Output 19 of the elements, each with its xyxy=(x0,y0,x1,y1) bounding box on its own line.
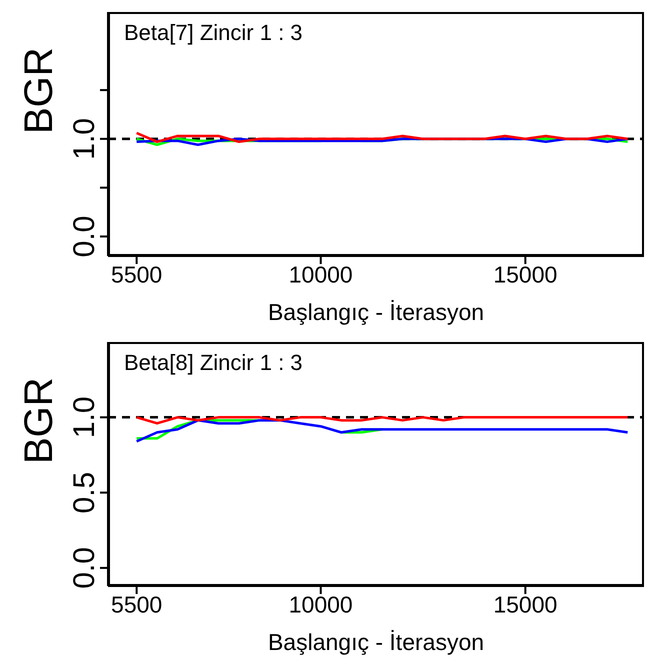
x-axis-title: Başlangıç - İterasyon xyxy=(268,629,484,655)
y-tick-label: 1.0 xyxy=(68,118,101,160)
x-axis-title: Başlangıç - İterasyon xyxy=(268,299,484,325)
y-axis-title: BGR xyxy=(17,47,62,134)
line-series xyxy=(135,419,629,443)
x-tick-label: 5500 xyxy=(111,591,162,618)
x-tick-label: 10000 xyxy=(288,591,353,618)
y-tick-label: 0.0 xyxy=(68,216,101,258)
chart-title: Beta[8] Zincir 1 : 3 xyxy=(124,350,303,376)
y-tick-label: 0.5 xyxy=(68,472,101,514)
chart-title: Beta[7] Zincir 1 : 3 xyxy=(124,20,303,46)
line-series xyxy=(135,132,629,144)
x-tick-label: 15000 xyxy=(493,591,558,618)
x-tick-label: 5500 xyxy=(111,261,162,288)
y-axis-title: BGR xyxy=(17,377,62,464)
x-tick-label: 10000 xyxy=(288,261,353,288)
y-tick-label: 0.0 xyxy=(68,547,101,589)
x-tick-label: 15000 xyxy=(493,261,558,288)
y-tick-label: 1.0 xyxy=(68,396,101,438)
